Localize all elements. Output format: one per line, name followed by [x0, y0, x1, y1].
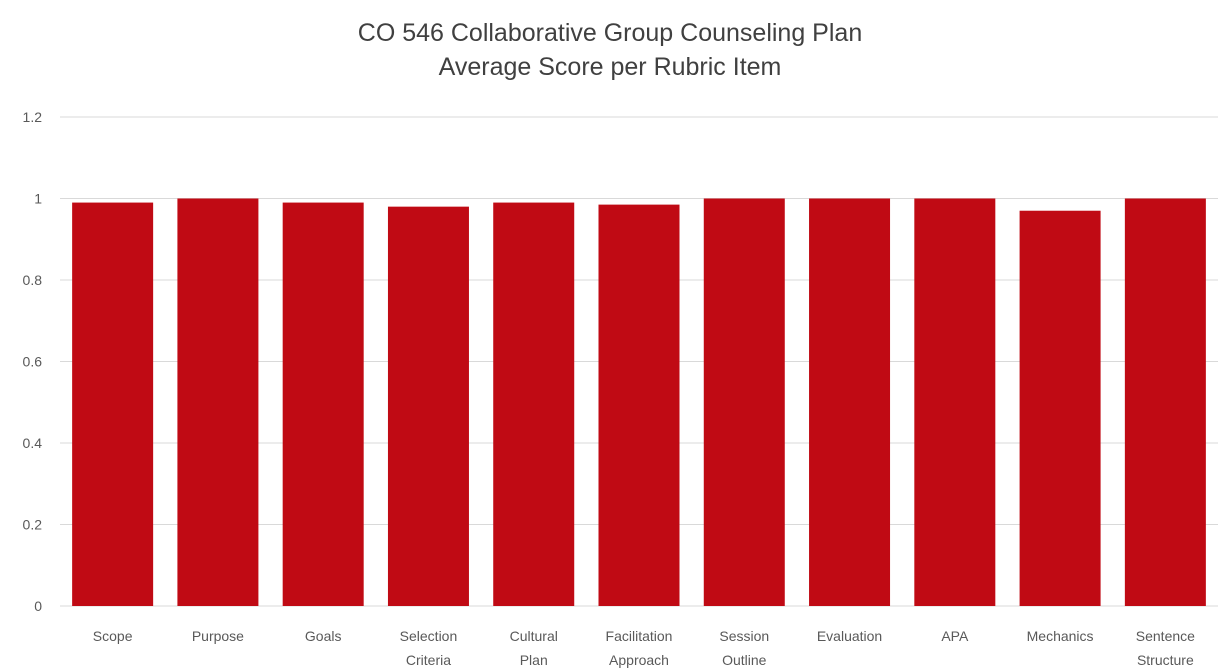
x-tick-label: Session: [719, 628, 769, 644]
x-tick-label: Purpose: [192, 628, 244, 644]
x-tick-label: Mechanics: [1027, 628, 1094, 644]
x-tick-label: Facilitation: [606, 628, 673, 644]
bar: [282, 202, 364, 606]
x-tick-label: Selection: [400, 628, 458, 644]
x-tick-label: Evaluation: [817, 628, 882, 644]
bar: [1124, 198, 1206, 606]
y-tick-label: 0.8: [23, 272, 43, 288]
bar: [177, 198, 259, 606]
bar: [703, 198, 785, 606]
chart-title: CO 546 Collaborative Group Counseling Pl…: [0, 16, 1220, 84]
x-tick-label: Sentence: [1136, 628, 1195, 644]
x-tick-label: Goals: [305, 628, 342, 644]
y-tick-label: 0.2: [23, 517, 43, 533]
y-tick-label: 1: [34, 191, 42, 207]
chart-title-line-2: Average Score per Rubric Item: [438, 53, 782, 81]
x-tick-label: Scope: [93, 628, 133, 644]
x-tick-label: APA: [941, 628, 969, 644]
bar: [1019, 210, 1101, 606]
bar: [914, 198, 996, 606]
y-tick-label: 0.6: [23, 354, 43, 370]
bar: [809, 198, 891, 606]
x-tick-label: Approach: [609, 652, 669, 668]
x-tick-label: Structure: [1137, 652, 1194, 668]
y-tick-label: 0.4: [23, 435, 43, 451]
x-tick-label: Plan: [520, 652, 548, 668]
y-tick-label: 0: [34, 598, 42, 614]
x-tick-label: Criteria: [406, 652, 451, 668]
bar: [72, 202, 154, 606]
x-tick-label: Cultural: [510, 628, 558, 644]
chart-title-line-1: CO 546 Collaborative Group Counseling Pl…: [357, 19, 863, 47]
bar: [493, 202, 575, 606]
x-tick-label: Outline: [722, 652, 767, 668]
bar: [598, 204, 680, 607]
y-tick-label: 1.2: [23, 109, 43, 125]
bar: [387, 206, 469, 606]
